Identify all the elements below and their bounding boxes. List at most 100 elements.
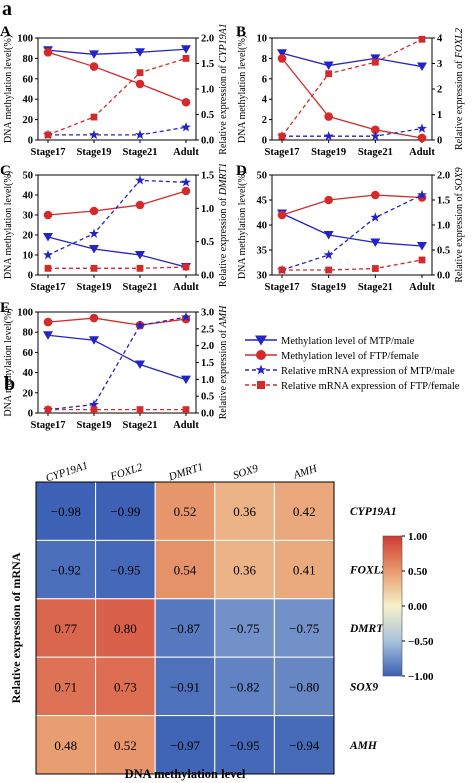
data-point <box>43 317 53 327</box>
data-point <box>417 62 427 72</box>
cell-value-label: −0.80 <box>289 679 319 694</box>
y2-axis-label-prefix: Relative expression of <box>454 58 465 150</box>
x-tick-label: Adult <box>173 147 199 158</box>
square-marker-icon <box>257 381 265 389</box>
cell-value-label: −0.82 <box>230 679 260 694</box>
chart-legend: Methylation level of MTP/male Methylatio… <box>245 335 460 392</box>
cell-value-label: 0.36 <box>233 504 256 519</box>
data-point <box>89 50 99 59</box>
y2-axis-label: Relative expression of SOX9 <box>454 167 465 282</box>
y2-axis-label: Relative expression of AMH <box>218 305 229 419</box>
cell-value-label: 0.42 <box>293 504 316 519</box>
data-point <box>370 212 381 222</box>
series-line <box>281 194 423 271</box>
y2-tick-label: 1.5 <box>201 171 214 182</box>
gene-name: DMRT1 <box>218 163 229 196</box>
column-label: FOXL2 <box>108 461 145 483</box>
data-point <box>371 58 379 66</box>
y-tick-label: 10 <box>23 251 34 262</box>
x-tick-label: Stage17 <box>31 147 66 158</box>
series-line <box>47 316 187 411</box>
y2-tick-label: 2.0 <box>437 171 450 182</box>
y-tick-label: 30 <box>23 211 34 222</box>
y-tick-label: 0 <box>262 136 267 147</box>
y2-tick-label: 4 <box>437 34 443 45</box>
series-line <box>281 38 423 137</box>
data-point <box>135 360 145 370</box>
column-label: AMH <box>291 462 319 481</box>
data-point <box>278 266 286 274</box>
x-tick-label: Adult <box>409 282 435 293</box>
line-chart-panel-d: D 30 35 40 45 50 0.0 0.5 1.0 1.5 2.0 Stage17 Stage19… <box>236 163 465 293</box>
series-star <box>43 311 191 414</box>
heatmap-cell <box>35 715 97 775</box>
correlation-heatmap: −0.98 −0.99 0.52 0.36 0.42 −0.92 −0.95 0.54 0.36… <box>9 460 397 781</box>
y-tick-label: 20 <box>23 231 34 242</box>
row-label: AMH <box>349 740 378 752</box>
series-line <box>282 259 423 271</box>
series-line <box>47 317 187 326</box>
data-point <box>182 263 190 271</box>
y-tick-label: 50 <box>23 171 34 182</box>
x-tick-label: Stage21 <box>123 420 158 431</box>
y-tick-label: 80 <box>23 328 34 339</box>
heatmap-cell <box>95 715 156 775</box>
x-tick-label: Stage19 <box>311 147 346 158</box>
legend-entry-ftp-expression: Relative mRNA expression of FTP/female <box>245 381 460 392</box>
series-star <box>43 122 191 140</box>
y-tick-label: 0 <box>28 136 33 147</box>
y2-tick-label: 0.0 <box>201 409 214 420</box>
series-triangle-down <box>43 45 191 59</box>
series-line <box>48 126 187 136</box>
series-square <box>44 263 190 272</box>
x-tick-label: Adult <box>409 147 435 158</box>
heatmap-cell <box>273 715 335 775</box>
data-point <box>89 313 99 323</box>
data-point <box>417 242 427 251</box>
panel-letter: D <box>236 163 247 179</box>
y2-axis-label: Relative expression of DMRT1 <box>218 163 229 287</box>
cell-value-label: −0.87 <box>170 621 201 636</box>
series-line <box>47 48 187 55</box>
panel-letter-b: b <box>4 373 15 395</box>
row-label: FOXL2 <box>349 565 387 577</box>
star-marker-icon <box>255 364 267 375</box>
cell-value-label: 0.52 <box>174 504 197 519</box>
heatmap-cell <box>273 539 335 600</box>
legend-label: Methylation level of FTP/female <box>281 351 419 362</box>
y2-axis-label-prefix: Relative expression of <box>218 195 229 287</box>
y-tick-label: 60 <box>23 348 34 359</box>
y2-tick-label: 0.5 <box>201 110 214 121</box>
heatmap-frame <box>35 481 335 775</box>
y2-axis-label-prefix: Relative expression of <box>454 191 465 283</box>
plot-frame <box>37 174 197 276</box>
heatmap-cell <box>154 715 216 775</box>
x-tick-label: Stage19 <box>311 282 346 293</box>
panel-letter: E <box>0 300 10 316</box>
series-line <box>281 194 423 216</box>
data-point <box>323 61 334 71</box>
data-point <box>371 190 380 200</box>
series-circle <box>43 186 191 220</box>
cell-value-label: 0.80 <box>114 621 137 636</box>
colorbar-tick-label: 0.50 <box>408 566 428 578</box>
data-point <box>43 249 53 260</box>
data-point <box>43 233 53 242</box>
cell-value-label: 0.48 <box>54 738 77 753</box>
legend-label: Relative mRNA expression of MTP/male <box>281 366 455 377</box>
series-square <box>278 35 426 140</box>
data-point <box>44 131 52 139</box>
x-tick-label: Stage17 <box>265 147 300 158</box>
series-line <box>48 266 187 269</box>
data-point <box>323 249 334 260</box>
series-line <box>47 179 187 256</box>
data-point <box>135 79 145 89</box>
y2-axis-label-prefix: Relative expression of <box>218 327 229 419</box>
y2-tick-label: 1.0 <box>201 85 214 96</box>
series-circle <box>277 190 427 220</box>
heatmap-cell <box>154 598 216 658</box>
y-tick-label: 100 <box>17 34 33 45</box>
heatmap-cell <box>95 598 156 658</box>
heatmap-cell <box>214 539 275 600</box>
data-point <box>277 54 287 63</box>
